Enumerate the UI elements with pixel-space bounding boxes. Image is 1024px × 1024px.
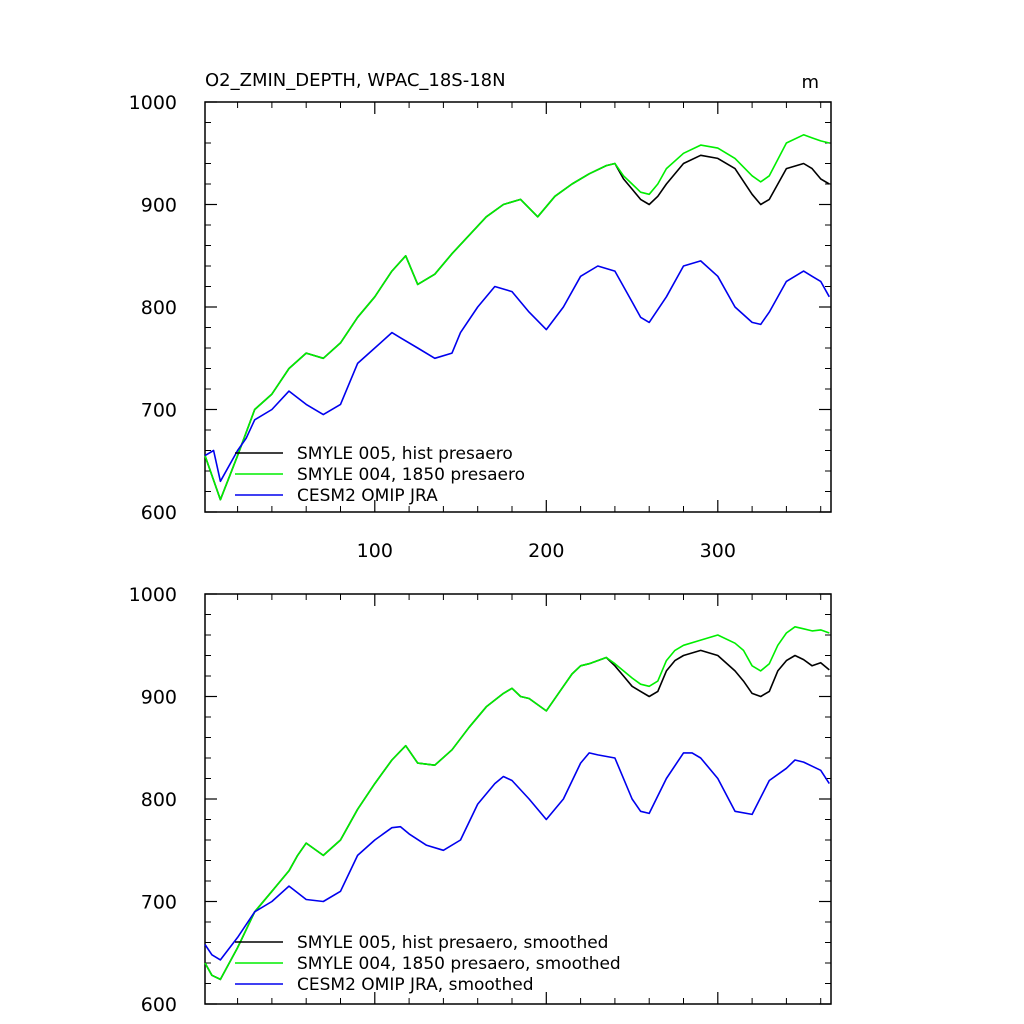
x-tick-labels: 100 200 300 xyxy=(357,540,736,562)
y-tick-label: 900 xyxy=(141,195,177,217)
y-tick-labels: 600 700 800 900 1000 xyxy=(129,92,177,524)
y-tick-label: 700 xyxy=(141,400,177,422)
legend-label: SMYLE 004, 1850 presaero xyxy=(297,465,525,485)
chart-title: O2_ZMIN_DEPTH, WPAC_18S-18N xyxy=(205,70,506,91)
legend-label: CESM2 OMIP JRA xyxy=(297,486,438,506)
bottom-panel: 600 700 800 900 1000 SMYLE 005, hist presaer… xyxy=(129,584,832,1016)
x-tick-label: 200 xyxy=(528,540,564,562)
series-line-3 xyxy=(204,752,830,961)
y-tick-label: 900 xyxy=(141,687,177,709)
top-panel: O2_ZMIN_DEPTH, WPAC_18S-18N m 600 700 800 9… xyxy=(129,70,832,562)
y-tick-label: 1000 xyxy=(129,92,177,114)
series-line-1 xyxy=(204,649,830,981)
legend-label: SMYLE 005, hist presaero, smoothed xyxy=(297,933,608,953)
legend: SMYLE 005, hist presaero, smoothedSMYLE … xyxy=(235,933,621,995)
x-tick-label: 100 xyxy=(357,540,393,562)
y-tick-label: 600 xyxy=(141,994,177,1016)
series-line-2 xyxy=(204,625,830,981)
y-tick-label: 1000 xyxy=(129,584,177,606)
legend-label: CESM2 OMIP JRA, smoothed xyxy=(297,975,534,995)
legend-label: SMYLE 004, 1850 presaero, smoothed xyxy=(297,954,621,974)
x-tick-label: 300 xyxy=(700,540,736,562)
legend-label: SMYLE 005, hist presaero xyxy=(297,444,513,464)
series-lines xyxy=(204,134,830,501)
y-tick-label: 800 xyxy=(141,789,177,811)
axis-ticks xyxy=(205,593,831,1005)
y-tick-label: 700 xyxy=(141,892,177,914)
series-lines xyxy=(204,625,830,981)
axis-ticks xyxy=(205,101,831,513)
series-line-3 xyxy=(204,260,830,483)
y-tick-label: 800 xyxy=(141,297,177,319)
units-label: m xyxy=(801,72,819,93)
y-tick-label: 600 xyxy=(141,502,177,524)
y-tick-labels: 600 700 800 900 1000 xyxy=(129,584,177,1016)
series-line-2 xyxy=(204,134,830,501)
